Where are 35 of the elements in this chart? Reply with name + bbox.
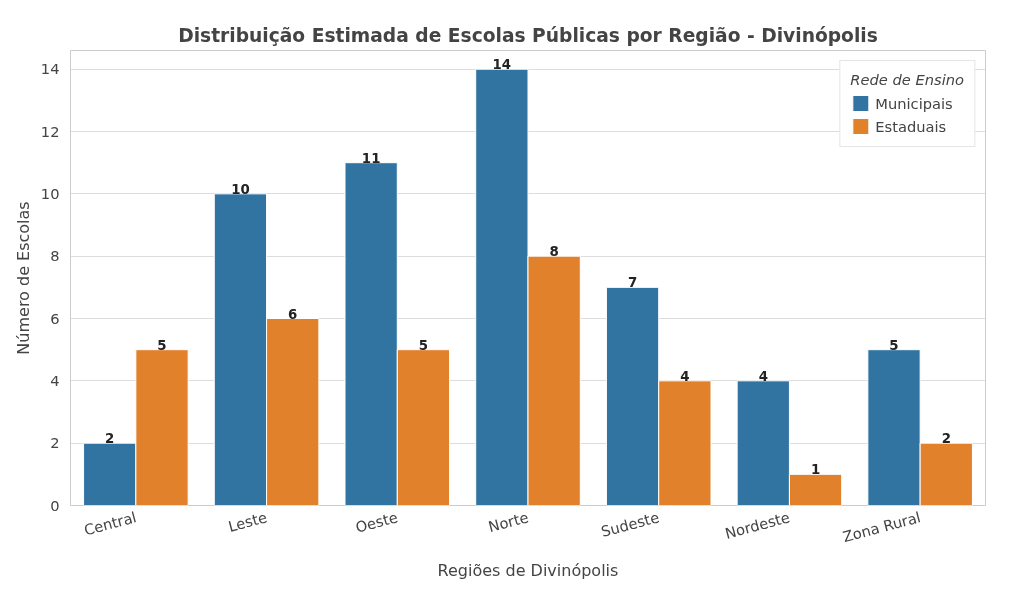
chart-title: Distribuição Estimada de Escolas Públicas por Região - Divinópolis: [178, 24, 878, 46]
y-axis-title: Número de Escolas: [13, 201, 33, 355]
x-tick-label: Nordeste: [723, 508, 792, 542]
y-tick-label: 0: [50, 496, 60, 514]
y-tick-label: 12: [40, 122, 60, 140]
x-tick-label: Sudeste: [599, 508, 661, 540]
data-label: 5: [418, 337, 429, 353]
legend-title: Rede de Ensino: [850, 71, 964, 88]
data-label: 1: [810, 462, 821, 478]
legend-label: Municipais: [875, 94, 953, 112]
data-label: 10: [231, 181, 250, 197]
data-label: 4: [680, 368, 690, 384]
y-tick-label: 2: [50, 434, 60, 452]
legend-label: Estaduais: [875, 117, 947, 135]
data-label: 8: [549, 244, 559, 260]
y-tick-label: 6: [50, 309, 60, 327]
x-tick-label: Leste: [226, 508, 269, 535]
data-label: 5: [889, 337, 899, 353]
y-tick-label: 4: [50, 371, 60, 389]
data-label: 2: [105, 431, 115, 447]
data-label: 5: [157, 337, 167, 353]
y-tick-label: 10: [40, 184, 60, 202]
data-label: 4: [758, 368, 768, 384]
x-axis-title: Regiões de Divinópolis: [437, 561, 619, 581]
y-tick-label: 14: [40, 60, 60, 78]
data-label: 14: [492, 57, 512, 73]
x-tick-label: Norte: [486, 508, 531, 536]
data-label: 2: [941, 431, 951, 447]
data-label: 7: [627, 275, 638, 291]
data-label: 6: [288, 306, 298, 322]
data-label: 11: [361, 150, 381, 166]
x-tick-label: Central: [82, 508, 139, 539]
y-tick-label: 8: [50, 247, 60, 265]
x-tick-label: Oeste: [353, 508, 400, 536]
x-tick-label: Zona Rural: [840, 508, 923, 546]
